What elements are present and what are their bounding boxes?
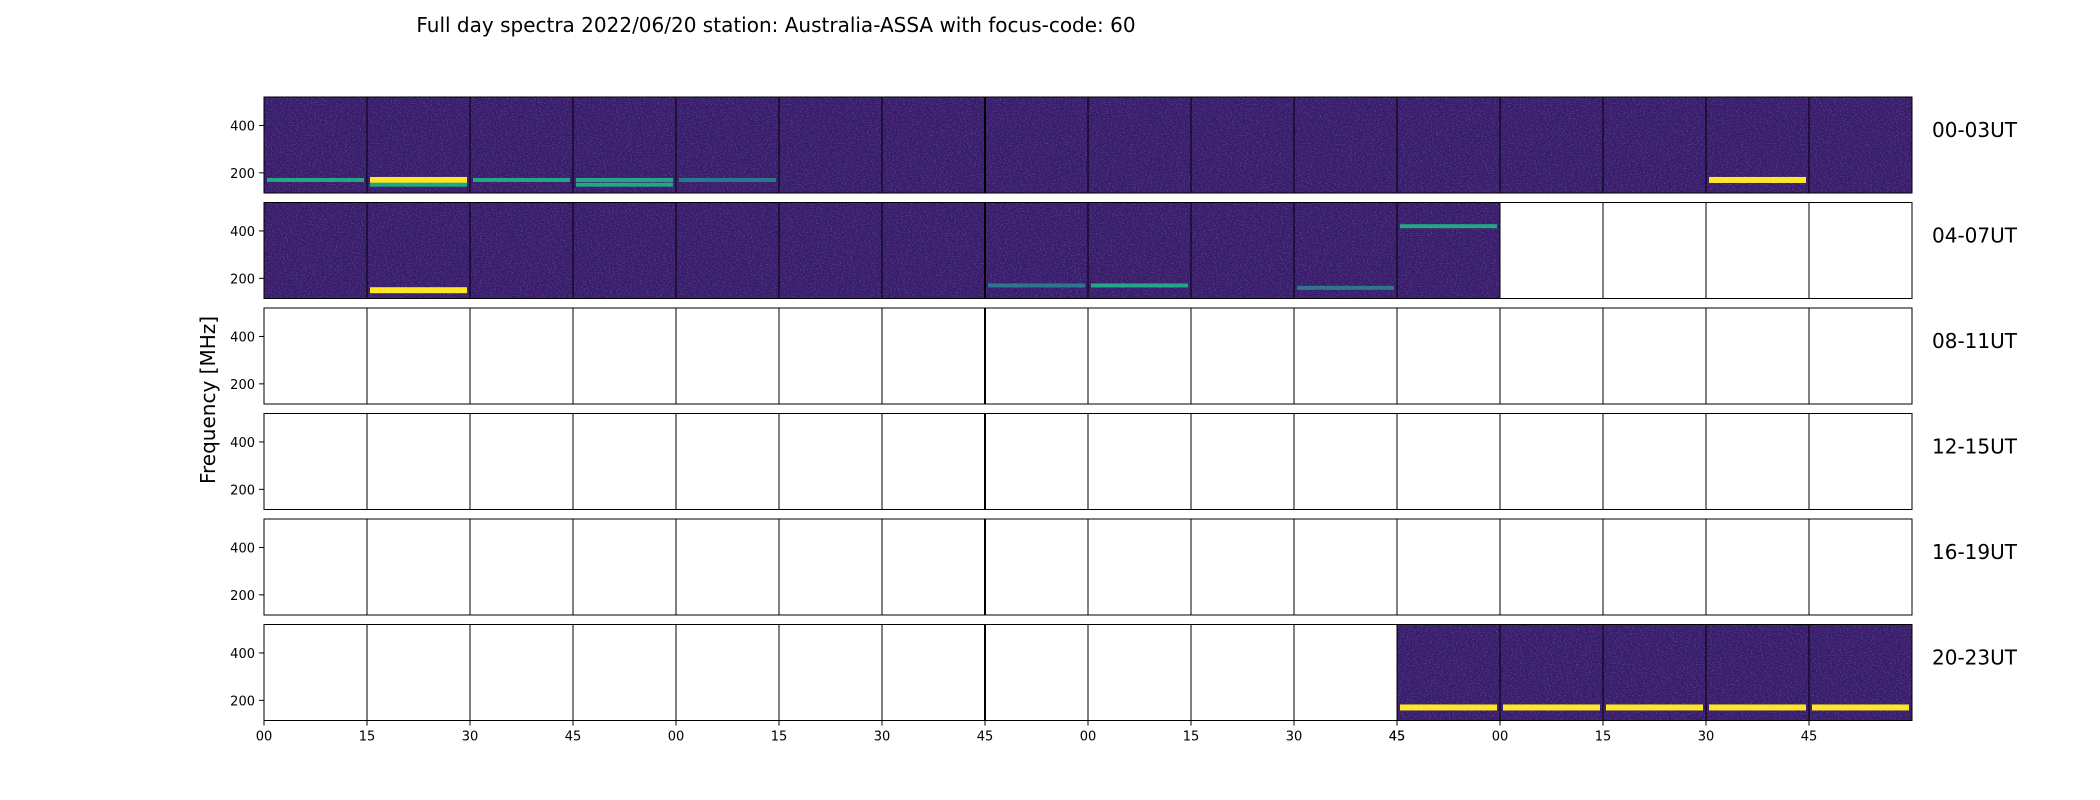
spectrum-noise	[882, 97, 985, 193]
row-time-label: 00-03UT	[1932, 118, 2018, 142]
spectrum-noise	[676, 97, 779, 193]
x-tick-label: 45	[565, 730, 582, 745]
spectrum-noise	[1294, 202, 1397, 299]
burst-mark	[1297, 285, 1394, 290]
burst-mark	[1400, 224, 1497, 229]
burst-mark	[267, 177, 364, 182]
burst-mark	[370, 176, 467, 183]
x-tick-label: 00	[1492, 730, 1509, 745]
x-tick-label: 45	[1801, 730, 1818, 745]
x-tick-label: 00	[668, 730, 685, 745]
x-tick-label: 15	[1595, 730, 1612, 745]
y-tick-label: 400	[230, 119, 255, 134]
y-tick-label: 400	[230, 225, 255, 240]
burst-mark	[1606, 704, 1703, 711]
spectrum-noise	[1500, 97, 1603, 193]
burst-mark	[1812, 704, 1909, 711]
row-time-label: 08-11UT	[1932, 329, 2018, 353]
spectrum-noise	[1397, 97, 1500, 193]
x-tick-label: 30	[462, 730, 479, 745]
spectra-row: 200 400 00-03UT	[230, 96, 2018, 194]
spectra-row: 200 400 20-23UT	[230, 624, 2018, 721]
spectra-row: 200 400 08-11UT	[230, 307, 2018, 405]
spectrum-noise	[470, 97, 573, 193]
x-tick-label: 45	[1389, 730, 1406, 745]
spectra-row: 200 400 04-07UT	[230, 202, 2018, 299]
spectrum-noise	[573, 97, 676, 193]
burst-mark	[370, 287, 467, 294]
y-tick-label: 200	[230, 167, 255, 182]
row-time-label: 12-15UT	[1932, 435, 2018, 459]
spectrum-noise	[882, 202, 985, 299]
burst-mark	[473, 177, 570, 182]
burst-mark	[1709, 176, 1806, 183]
spectrum-noise	[470, 202, 573, 299]
row-time-label: 04-07UT	[1932, 224, 2018, 248]
x-tick-label: 15	[1183, 730, 1200, 745]
y-tick-label: 200	[230, 694, 255, 709]
burst-mark	[1709, 704, 1806, 711]
burst-mark	[1503, 704, 1600, 711]
burst-mark	[1091, 283, 1188, 288]
y-axis-label: Frequency [MHz]	[196, 316, 220, 484]
x-tick-label: 30	[1698, 730, 1715, 745]
row-frame	[263, 518, 1913, 616]
x-tick-label: 00	[256, 730, 273, 745]
x-tick-label: 00	[1080, 730, 1097, 745]
burst-mark	[576, 182, 673, 187]
row-frame	[263, 307, 1913, 405]
burst-mark	[576, 177, 673, 182]
y-tick-label: 200	[230, 483, 255, 498]
spectrum-noise	[264, 202, 367, 299]
burst-mark	[988, 283, 1085, 288]
spectrum-noise	[1397, 202, 1500, 299]
spectrum-noise	[1294, 97, 1397, 193]
y-tick-label: 200	[230, 378, 255, 393]
spectrum-noise	[573, 202, 676, 299]
burst-mark	[679, 177, 776, 182]
y-tick-label: 400	[230, 330, 255, 345]
spectrum-noise	[264, 97, 367, 193]
spectra-row: 200 400 16-19UT	[230, 518, 2018, 616]
spectrum-noise	[1088, 97, 1191, 193]
row-frame	[263, 413, 1913, 510]
y-tick-label: 400	[230, 436, 255, 451]
spectrum-noise	[779, 202, 882, 299]
spectrum-noise	[1809, 97, 1912, 193]
row-frame	[263, 96, 1913, 194]
spectrum-noise	[676, 202, 779, 299]
x-tick-label: 30	[874, 730, 891, 745]
y-tick-label: 200	[230, 272, 255, 287]
x-tick-label: 45	[977, 730, 994, 745]
row-frame	[263, 202, 1913, 299]
chart-title: Full day spectra 2022/06/20 station: Aus…	[416, 13, 1135, 37]
burst-mark	[370, 182, 467, 187]
x-tick-label: 15	[359, 730, 376, 745]
spectrum-noise	[1088, 202, 1191, 299]
spectrum-noise	[1191, 97, 1294, 193]
spectra-row: 200 400 12-15UT	[230, 413, 2018, 510]
row-time-label: 16-19UT	[1932, 540, 2018, 564]
spectrum-noise	[985, 97, 1088, 193]
y-tick-label: 400	[230, 541, 255, 556]
spectrum-noise	[985, 202, 1088, 299]
y-tick-label: 200	[230, 589, 255, 604]
x-tick-label: 30	[1286, 730, 1303, 745]
spectrum-noise	[1191, 202, 1294, 299]
spectrum-noise	[779, 97, 882, 193]
spectrum-noise	[367, 202, 470, 299]
x-tick-label: 15	[771, 730, 788, 745]
burst-mark	[1400, 704, 1497, 711]
x-tick-label: 45	[1389, 730, 1406, 745]
spectrum-noise	[1603, 97, 1706, 193]
y-tick-label: 400	[230, 647, 255, 662]
row-time-label: 20-23UT	[1932, 646, 2018, 670]
